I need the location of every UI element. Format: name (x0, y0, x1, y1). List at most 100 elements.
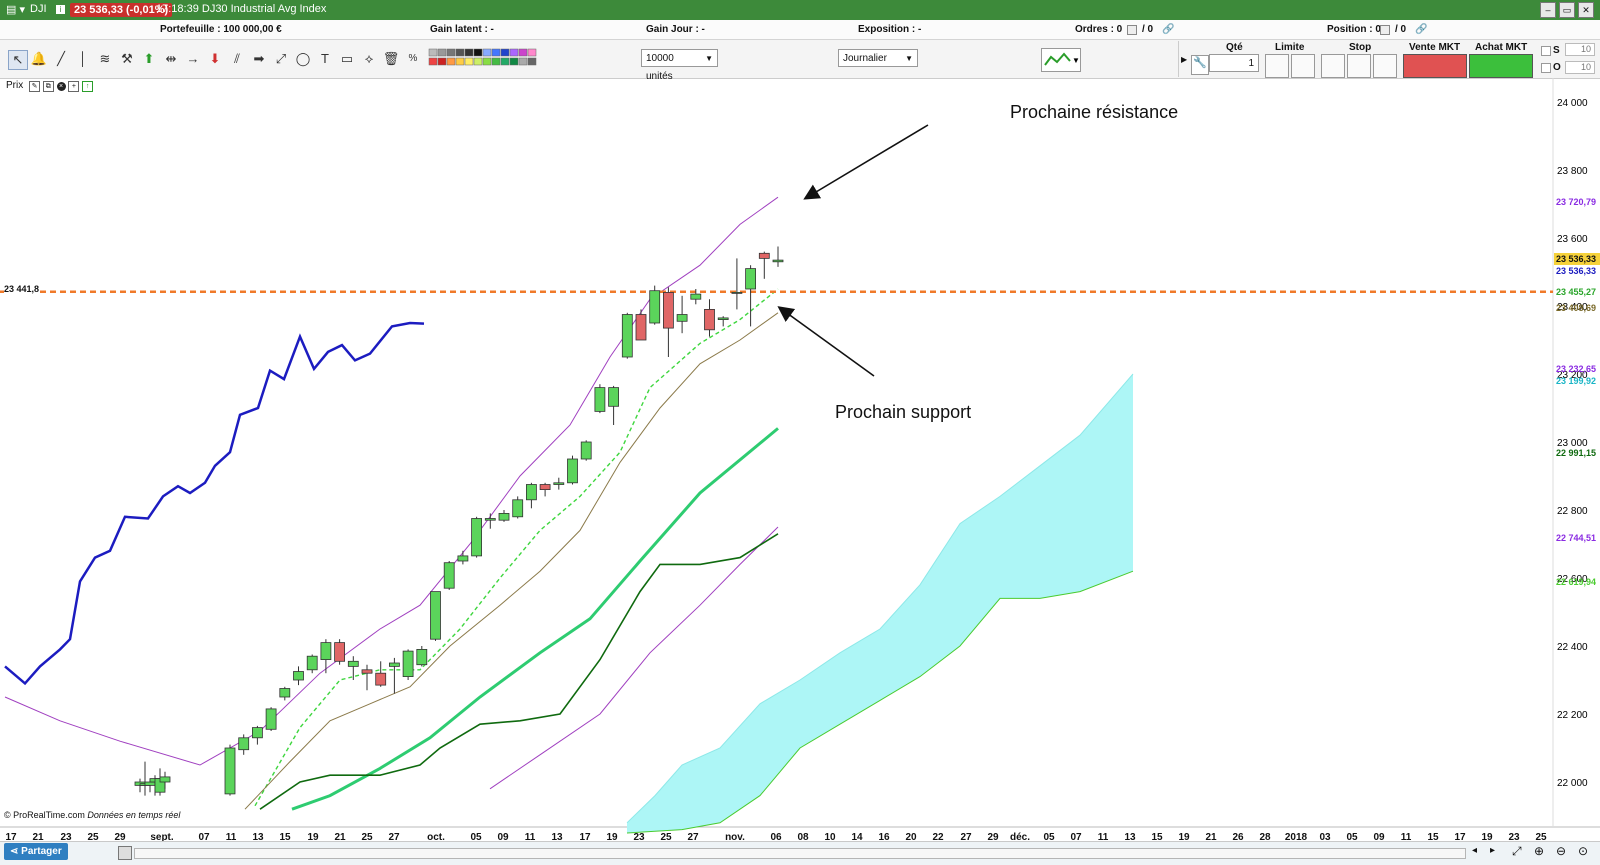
arrow-icon[interactable]: ➡ (253, 51, 265, 66)
candle-body (430, 591, 441, 640)
stop-buy-button[interactable] (1321, 54, 1345, 78)
portfolio-value: Portefeuille : 100 000,00 € (160, 24, 282, 35)
magnet-icon[interactable]: ⟡ (364, 51, 374, 66)
cursor-icon[interactable]: ↖ (8, 50, 28, 70)
duplicate-icon[interactable]: ⧉ (42, 81, 54, 92)
s-value-input[interactable]: 10 (1565, 43, 1595, 56)
s-checkbox[interactable] (1541, 46, 1551, 56)
orders-count[interactable]: Ordres : 0 (1075, 24, 1123, 35)
y-tick-label: 23 800 (1557, 166, 1588, 177)
o-checkbox[interactable] (1541, 63, 1551, 73)
x-tick-label: déc. (1010, 832, 1030, 841)
trendline-icon[interactable]: ╱ (57, 51, 65, 66)
horizontal-line-icon[interactable]: ⇹ (165, 51, 177, 66)
symbol-label[interactable]: DJI (30, 3, 47, 15)
segment-icon[interactable]: ⤢ (275, 51, 287, 66)
qty-input[interactable]: 1 (1209, 54, 1259, 72)
x-tick-label: 07 (1070, 832, 1082, 841)
y-tick-label: 22 600 (1557, 574, 1588, 585)
x-tick-label: 11 (1401, 832, 1412, 841)
add-indicator-icon[interactable]: + (68, 81, 80, 92)
color-palette[interactable] (428, 48, 548, 68)
link-icon[interactable]: 🔗 (1162, 24, 1175, 35)
fit-icon[interactable]: ⤢ (1512, 844, 1522, 858)
price-axis-label: 23 199,92 (1556, 376, 1597, 386)
sell-arrow-icon[interactable]: ⬇ (209, 51, 221, 66)
o-value-input[interactable]: 10 (1565, 61, 1595, 74)
minimize-icon[interactable]: – (1540, 2, 1556, 18)
zoom-in-icon[interactable]: ⊕ (1534, 844, 1545, 858)
restore-icon[interactable]: ▭ (1559, 2, 1575, 18)
x-tick-label: 15 (1427, 832, 1439, 841)
buy-arrow-icon[interactable]: ⬆ (143, 51, 155, 66)
scroll-right-icon[interactable]: ▸ (1490, 845, 1496, 856)
screenshot-icon[interactable] (118, 846, 132, 860)
candle-body (717, 317, 729, 320)
limit-sell-button[interactable] (1291, 54, 1315, 78)
candle-body (347, 660, 359, 667)
candle-body (649, 290, 661, 324)
chart-type-button[interactable]: ▼ (1041, 48, 1081, 72)
candle-body (539, 484, 551, 490)
fibonacci-icon[interactable]: ≋ (99, 51, 111, 66)
window-icon[interactable]: ▤ ▾ (6, 4, 25, 16)
share-button[interactable]: ⋖ Partager (4, 843, 68, 860)
watermark: © ProRealTime.com Données en temps réel (4, 810, 180, 820)
olive-line (244, 312, 779, 810)
qty-label: Qté (1226, 42, 1243, 53)
sell-market-button[interactable] (1403, 54, 1467, 78)
candle-body (334, 642, 346, 662)
expand-icon[interactable]: ↑ (82, 81, 94, 92)
wrench-icon[interactable]: 🔧 (1191, 55, 1209, 75)
price-chart[interactable]: 24 000 23 800 23 600 23 400 23 200 23 000 22 8… (0, 78, 1600, 841)
x-tick-label: 17 (579, 832, 591, 841)
ray-icon[interactable]: → (186, 51, 200, 66)
stop-sell-button[interactable] (1347, 54, 1371, 78)
position-total: / 0 (1395, 24, 1407, 35)
limit-buy-button[interactable] (1265, 54, 1289, 78)
close-panel-icon[interactable]: × (56, 82, 66, 91)
zoom-reset-icon[interactable]: ⊙ (1578, 844, 1589, 858)
color-swatch (500, 57, 510, 66)
x-tick-label: 15 (279, 832, 291, 841)
support-arrow (777, 306, 875, 377)
parallel-lines-icon[interactable]: ⫽ (234, 51, 240, 66)
scroll-left-icon[interactable]: ◂ (1472, 845, 1478, 856)
settings-icon[interactable]: ✎ (29, 81, 41, 92)
stop-other-button[interactable] (1373, 54, 1397, 78)
info-icon[interactable]: i (56, 5, 65, 14)
horizontal-scrollbar[interactable] (134, 848, 1466, 859)
pitchfork-icon[interactable]: ⚒ (121, 51, 133, 66)
buy-market-button[interactable] (1469, 54, 1533, 78)
candle-body (608, 387, 619, 407)
y-tick-label: 23 200 (1557, 370, 1588, 381)
price-axis-label: 23 536,33 (1554, 253, 1600, 265)
x-tick-label: 17 (5, 832, 17, 841)
ellipse-icon[interactable]: ◯ (295, 51, 311, 66)
zoom-out-icon[interactable]: ⊖ (1556, 844, 1567, 858)
candle-body (361, 669, 373, 674)
collapse-icon[interactable]: ▶ (1181, 55, 1188, 64)
alert-bell-icon[interactable]: 🔔 (30, 51, 48, 66)
y-tick-label: 23 000 (1557, 438, 1588, 449)
rectangle-icon[interactable]: ▭ (340, 51, 354, 66)
close-icon[interactable]: ✕ (1578, 2, 1594, 18)
x-tick-label: 13 (1124, 832, 1136, 841)
period-select[interactable]: Journalier ▼ (838, 49, 918, 67)
units-select[interactable]: 10000 unités ▼ (641, 49, 718, 82)
orders-icon[interactable] (1127, 25, 1137, 35)
position-icon[interactable] (1380, 25, 1390, 35)
x-tick-label: 10 (824, 832, 836, 841)
text-icon[interactable]: T (321, 51, 329, 66)
trash-icon[interactable]: 🗑 (382, 51, 400, 66)
vertical-line-icon[interactable]: │ (78, 51, 88, 66)
candle-body (279, 688, 291, 698)
position-link-icon[interactable]: 🔗 (1415, 24, 1428, 35)
position-count[interactable]: Position : 0 (1327, 24, 1381, 35)
color-swatch (509, 57, 519, 66)
percent-tool-icon[interactable]: % (408, 53, 418, 64)
color-swatches[interactable] (428, 48, 548, 68)
sell-market-label: Vente MKT (1409, 42, 1461, 53)
candle-body (388, 662, 400, 667)
candle-body (238, 737, 250, 751)
